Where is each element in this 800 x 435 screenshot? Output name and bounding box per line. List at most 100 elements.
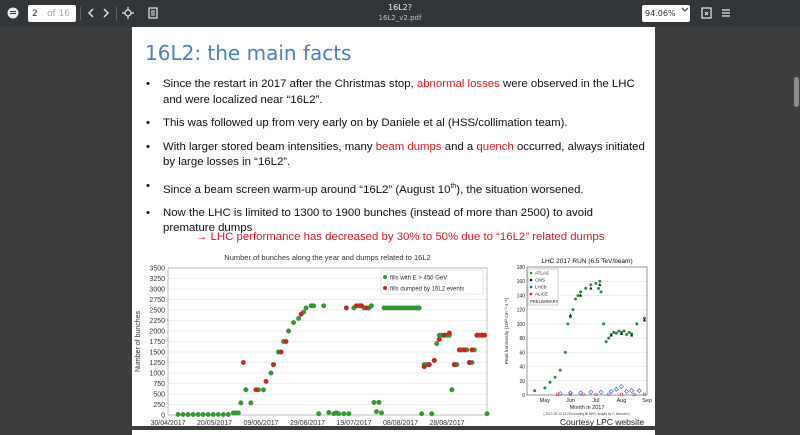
data-point (474, 332, 480, 338)
y-tick-label: 500 (153, 392, 165, 399)
data-point (578, 390, 584, 396)
data-point (571, 308, 575, 312)
data-point (376, 399, 382, 405)
data-point (642, 392, 646, 396)
data-point (642, 318, 647, 322)
data-point (598, 282, 602, 286)
data-point (589, 286, 593, 290)
y-tick-label: 2500 (149, 308, 165, 315)
bullet-text: ), the situation worsened. (456, 183, 584, 196)
page-number-input[interactable]: 2 of 16 (28, 5, 76, 22)
legend-label: fills with E > 450 GeV (390, 276, 447, 282)
data-point (296, 315, 302, 321)
data-point (303, 305, 309, 311)
more-menu-icon[interactable] (719, 4, 733, 22)
y-tick-label: 3000 (149, 287, 165, 294)
bunches-chart: Number of bunches along the year and dum… (135, 253, 490, 429)
data-point (311, 303, 317, 309)
data-point (598, 279, 602, 283)
data-point (321, 303, 327, 309)
y-tick-label: 140 (517, 293, 526, 299)
legend-label: fills dumped by 16L2 events (390, 287, 464, 293)
data-point (563, 350, 567, 354)
data-point (278, 349, 284, 355)
legend-marker (529, 292, 533, 296)
y-tick-label: 40 (519, 365, 525, 371)
data-point (584, 286, 588, 290)
bullet-text: Since the restart in 2017 after the Chri… (163, 78, 417, 90)
data-point (619, 332, 624, 336)
bullet-text: Now the LHC is limited to 1300 to 1900 b… (163, 206, 593, 235)
fit-page-icon[interactable] (121, 4, 135, 22)
data-point (434, 341, 440, 347)
slide-title: 16L2: the main facts (145, 41, 352, 65)
data-point (607, 392, 611, 396)
data-point (210, 412, 216, 417)
data-point (614, 331, 618, 335)
data-point (363, 305, 369, 311)
data-point (596, 286, 600, 290)
y-tick-label: 0 (522, 393, 525, 399)
data-point (243, 387, 249, 393)
data-point (225, 412, 231, 417)
vertical-scrollbar[interactable] (793, 27, 800, 435)
y-tick-label: 1750 (149, 339, 165, 346)
data-point (625, 333, 629, 337)
data-point (624, 389, 629, 394)
data-point (456, 347, 462, 353)
data-point (594, 392, 598, 396)
data-point (358, 303, 364, 309)
print-icon[interactable] (699, 4, 713, 22)
legend-marker (529, 278, 533, 282)
y-tick-label: 1000 (149, 371, 165, 378)
data-point (632, 392, 636, 396)
data-point (622, 329, 626, 333)
zoom-select[interactable]: 94.06% (642, 5, 690, 22)
legend-note: PRELIMINARY (530, 299, 559, 304)
data-point (568, 313, 573, 317)
legend-label: ATLAS (535, 271, 549, 276)
data-point (253, 387, 259, 393)
sidebar-menu-icon[interactable] (6, 4, 20, 22)
toolbar-divider (116, 7, 117, 20)
data-point (579, 290, 583, 294)
pdf-page: 16L2: the main facts Since the restart i… (132, 27, 655, 429)
page-current[interactable]: 2 (32, 8, 38, 19)
data-point (240, 360, 246, 365)
x-tick-label: 30/04/2017 (150, 420, 185, 427)
chevron-left-icon[interactable] (84, 4, 98, 22)
y-axis-label: Number of bunches (135, 310, 142, 372)
data-point (543, 386, 547, 390)
x-tick-label: 09/06/2017 (243, 420, 278, 427)
y-tick-label: 2750 (149, 297, 165, 304)
y-tick-label: 1500 (149, 350, 165, 357)
legend-marker (529, 285, 533, 289)
data-point (369, 303, 374, 309)
data-point (466, 360, 472, 365)
zoom-dropdown-icon[interactable] (681, 6, 689, 16)
data-point (620, 392, 623, 396)
bullet-item: This was followed up from very early on … (146, 116, 646, 132)
legend-box (380, 269, 484, 295)
chart-title: LHC 2017 RUN (6.5 TeV/beam) (541, 258, 632, 265)
data-point (436, 336, 442, 342)
data-point (556, 392, 560, 396)
data-point (200, 412, 206, 417)
data-point (446, 330, 452, 336)
plot-area (167, 267, 488, 416)
data-point (248, 400, 254, 406)
x-tick-label: Jul (592, 398, 599, 404)
scrollbar-thumb[interactable] (794, 77, 799, 107)
data-point (235, 410, 241, 416)
data-point (441, 332, 447, 338)
notes-icon[interactable] (146, 4, 160, 22)
data-point (426, 362, 432, 368)
chevron-right-icon[interactable] (99, 4, 113, 22)
y-tick-label: 100 (517, 322, 526, 328)
x-tick-label: 08/08/2017 (383, 420, 418, 427)
y-tick-label: 180 (517, 265, 526, 271)
bullet-text: Since a beam screen warm-up around “16L2… (163, 183, 451, 196)
data-point (429, 411, 435, 417)
y-tick-label: 1250 (149, 360, 165, 367)
data-point (642, 316, 646, 320)
